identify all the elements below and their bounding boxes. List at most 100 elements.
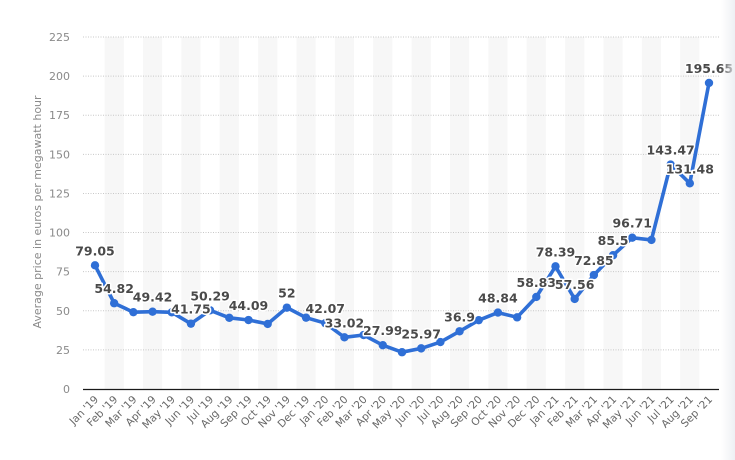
data-label-halo: 79.05 <box>75 243 115 258</box>
column-band <box>680 37 700 389</box>
data-label-halo: 96.71 <box>612 216 652 231</box>
data-label: 44.09 <box>229 298 269 313</box>
data-label: 42.07 <box>305 301 345 316</box>
y-axis-title: Average price in euros per megawatt hour <box>31 95 44 329</box>
data-point <box>359 330 368 340</box>
data-label: 41.75 <box>171 302 211 317</box>
column-band <box>641 37 662 389</box>
data-point <box>263 319 272 329</box>
data-label: 54.82 <box>94 281 134 296</box>
data-label-halo: 25.97 <box>401 326 441 341</box>
column-band <box>488 37 508 389</box>
data-label-halo: 85.5 <box>598 233 629 248</box>
data-label: 78.39 <box>536 244 576 259</box>
data-point <box>148 307 157 316</box>
y-axis-tick-labels: 0 25 50 75 100 125 150 175 200 225 <box>49 31 70 396</box>
data-label-halo: 49.42 <box>133 290 173 305</box>
column-band <box>219 37 239 389</box>
data-label-halo: 143.47 <box>647 143 695 158</box>
y-tick-label: 150 <box>49 148 70 161</box>
data-label: 36.9 <box>444 309 475 324</box>
data-label-halo: 44.09 <box>229 298 269 313</box>
data-label: 85.5 <box>598 233 629 248</box>
data-point <box>647 235 656 245</box>
data-point <box>436 337 445 347</box>
data-label: 27.99 <box>363 323 403 338</box>
data-label-halo: 27.99 <box>363 323 403 338</box>
data-point-markers <box>90 78 714 357</box>
data-label: 131.48 <box>666 161 714 176</box>
column-band <box>373 37 393 389</box>
data-point <box>186 319 196 328</box>
y-tick-label: 0 <box>63 383 70 396</box>
data-point <box>551 262 560 271</box>
data-label-halo: 48.84 <box>478 291 518 306</box>
data-point <box>493 308 503 317</box>
data-label: 57.56 <box>555 277 595 292</box>
y-tick-label: 25 <box>56 344 70 357</box>
data-label: 96.71 <box>612 216 652 231</box>
data-label-halo: 131.48 <box>666 161 714 176</box>
data-point <box>628 233 637 242</box>
data-point <box>225 313 234 323</box>
data-label-halo: 50.29 <box>190 288 230 303</box>
data-point <box>378 341 388 350</box>
data-label-halo: 41.75 <box>171 302 211 317</box>
column-band <box>411 37 431 389</box>
data-point <box>704 78 714 88</box>
y-tick-label: 125 <box>49 187 70 200</box>
data-point <box>282 303 292 312</box>
data-point <box>321 318 330 328</box>
data-point <box>666 160 675 169</box>
alternating-column-bands <box>104 37 700 389</box>
data-point <box>244 315 253 325</box>
column-band <box>296 37 316 389</box>
data-label: 52 <box>278 286 295 301</box>
column-band <box>565 37 585 389</box>
data-point <box>685 179 695 188</box>
data-label: 25.97 <box>401 326 441 341</box>
y-tick-label: 50 <box>56 305 70 318</box>
data-label-halo: 52 <box>278 286 295 301</box>
data-point <box>90 261 100 270</box>
data-point <box>109 299 119 308</box>
data-label-halo: 33.02 <box>325 315 365 330</box>
data-label-halo: 54.82 <box>94 281 134 296</box>
data-label-halo: 42.07 <box>305 301 345 316</box>
data-point <box>455 327 464 336</box>
data-point <box>532 292 541 302</box>
column-band <box>258 37 278 389</box>
column-band <box>449 37 470 389</box>
y-tick-label: 75 <box>56 266 70 279</box>
data-point <box>512 313 522 322</box>
data-point <box>397 348 407 357</box>
data-label: 72.85 <box>574 253 614 268</box>
data-point <box>301 313 311 322</box>
data-label-halo: 72.85 <box>574 253 614 268</box>
data-label: 49.42 <box>133 290 173 305</box>
column-band <box>526 37 546 389</box>
data-point <box>589 270 599 280</box>
data-point <box>129 307 138 317</box>
data-point <box>340 333 349 342</box>
data-label-halo: 58.83 <box>517 275 557 290</box>
data-point <box>570 294 579 304</box>
data-point <box>608 251 618 260</box>
data-label: 50.29 <box>190 288 230 303</box>
data-label: 58.83 <box>517 275 557 290</box>
data-labels: 79.0579.0554.8254.8249.4249.4241.7541.75… <box>74 59 735 342</box>
data-label: 79.05 <box>75 243 115 258</box>
column-band <box>104 37 124 389</box>
column-band <box>181 37 201 389</box>
right-edge-shadow <box>721 0 735 460</box>
data-point <box>205 306 215 315</box>
data-label: 48.84 <box>478 291 518 306</box>
data-point <box>167 308 176 317</box>
column-band <box>142 37 163 389</box>
data-point <box>416 344 426 353</box>
column-band <box>603 37 623 389</box>
y-tick-label: 100 <box>49 227 70 240</box>
column-band <box>334 37 355 389</box>
data-label-halo: 36.9 <box>444 309 475 324</box>
